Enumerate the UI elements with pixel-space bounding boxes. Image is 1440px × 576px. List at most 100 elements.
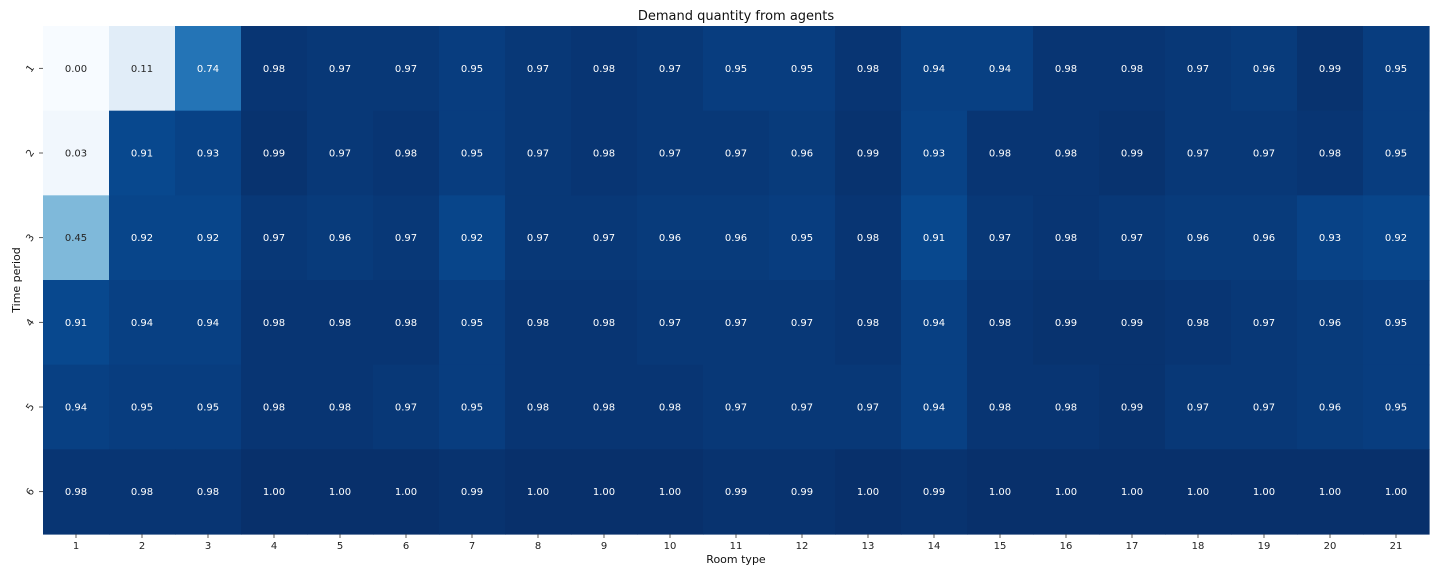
x-tick-label-7: 7: [469, 541, 475, 552]
x-tick-label-4: 4: [271, 541, 277, 552]
cell-value-label-r4-c5: 0.98: [329, 318, 351, 329]
heatmap-cell-r6-c15: [967, 449, 1034, 535]
cell-value-label-r6-c13: 1.00: [857, 487, 879, 498]
heatmap-cell-r6-c20: [1297, 449, 1364, 535]
heatmap-cell-r4-c12: [769, 280, 836, 366]
heatmap-cell-r2-c9: [571, 110, 638, 196]
cell-value-label-r3-c19: 0.96: [1253, 233, 1275, 244]
cell-value-label-r4-c21: 0.95: [1385, 318, 1407, 329]
heatmap-cell-r4-c17: [1099, 280, 1166, 366]
cell-value-label-r5-c17: 0.99: [1121, 403, 1143, 414]
cell-value-label-r5-c1: 0.94: [65, 403, 87, 414]
heatmap-cell-r4-c13: [835, 280, 902, 366]
cell-value-label-r4-c13: 0.98: [857, 318, 879, 329]
heatmap-cell-r6-c7: [439, 449, 506, 535]
heatmap-cell-r6-c6: [373, 449, 440, 535]
cell-value-label-r3-c7: 0.92: [461, 233, 483, 244]
heatmap-cell-r4-c4: [241, 280, 308, 366]
heatmap-cell-r1-c5: [307, 26, 374, 112]
heatmap-cell-r4-c8: [505, 280, 572, 366]
heatmap-cell-r3-c12: [769, 195, 836, 281]
cell-value-label-r3-c16: 0.98: [1055, 233, 1077, 244]
cell-value-label-r2-c9: 0.98: [593, 149, 615, 160]
cell-value-label-r2-c7: 0.95: [461, 149, 483, 160]
cell-value-label-r5-c4: 0.98: [263, 403, 285, 414]
heatmap-cell-r5-c14: [901, 364, 968, 450]
heatmap-cell-r4-c7: [439, 280, 506, 366]
x-tick-label-6: 6: [403, 541, 409, 552]
cell-value-label-r3-c14: 0.91: [923, 233, 945, 244]
cell-value-label-r3-c20: 0.93: [1319, 233, 1341, 244]
cell-value-label-r1-c6: 0.97: [395, 64, 417, 75]
heatmap-cell-r5-c1: [43, 364, 110, 450]
y-tick-label-4: 4: [24, 317, 37, 329]
heatmap-cell-r3-c13: [835, 195, 902, 281]
cell-value-label-r4-c3: 0.94: [197, 318, 219, 329]
heatmap-cell-r1-c19: [1231, 26, 1298, 112]
cell-value-label-r4-c7: 0.95: [461, 318, 483, 329]
heatmap-cell-r5-c4: [241, 364, 308, 450]
cell-value-label-r4-c9: 0.98: [593, 318, 615, 329]
cell-value-label-r2-c18: 0.97: [1187, 149, 1209, 160]
cell-value-label-r6-c7: 0.99: [461, 487, 483, 498]
x-axis-label: Room type: [706, 553, 766, 566]
cell-value-label-r4-c11: 0.97: [725, 318, 747, 329]
heatmap-cell-r3-c2: [109, 195, 176, 281]
heatmap-cell-r4-c21: [1363, 280, 1430, 366]
x-tick-label-12: 12: [796, 541, 809, 552]
heatmap-cell-r1-c4: [241, 26, 308, 112]
heatmap-cell-r4-c11: [703, 280, 770, 366]
heatmap-cell-r1-c2: [109, 26, 176, 112]
heatmap-cell-r3-c5: [307, 195, 374, 281]
heatmap-cell-r3-c9: [571, 195, 638, 281]
cell-value-label-r2-c13: 0.99: [857, 149, 879, 160]
cell-value-label-r6-c20: 1.00: [1319, 487, 1341, 498]
cell-value-label-r5-c12: 0.97: [791, 403, 813, 414]
heatmap-cell-r5-c3: [175, 364, 242, 450]
x-tick-label-19: 19: [1258, 541, 1271, 552]
cell-value-label-r2-c4: 0.99: [263, 149, 285, 160]
heatmap-cell-r2-c13: [835, 110, 902, 196]
cell-value-label-r6-c1: 0.98: [65, 487, 87, 498]
heatmap-cell-r2-c5: [307, 110, 374, 196]
cell-value-label-r2-c8: 0.97: [527, 149, 549, 160]
cell-value-label-r1-c1: 0.00: [65, 64, 87, 75]
heatmap-cell-r4-c14: [901, 280, 968, 366]
heatmap-cell-r6-c1: [43, 449, 110, 535]
heatmap-cell-r4-c1: [43, 280, 110, 366]
heatmap-cell-r5-c19: [1231, 364, 1298, 450]
heatmap-cell-r5-c5: [307, 364, 374, 450]
heatmap-cell-r6-c17: [1099, 449, 1166, 535]
heatmap-cell-r1-c8: [505, 26, 572, 112]
cell-value-label-r6-c10: 1.00: [659, 487, 681, 498]
heatmap-cell-r2-c20: [1297, 110, 1364, 196]
cell-value-label-r5-c19: 0.97: [1253, 403, 1275, 414]
cell-value-label-r1-c9: 0.98: [593, 64, 615, 75]
cell-value-label-r4-c6: 0.98: [395, 318, 417, 329]
cell-value-label-r3-c11: 0.96: [725, 233, 747, 244]
cell-value-label-r1-c8: 0.97: [527, 64, 549, 75]
y-tick-label-5: 5: [24, 402, 37, 414]
heatmap-cell-r5-c7: [439, 364, 506, 450]
cell-value-label-r3-c6: 0.97: [395, 233, 417, 244]
heatmap-cell-r2-c17: [1099, 110, 1166, 196]
x-tick-label-9: 9: [601, 541, 607, 552]
heatmap-cell-r5-c12: [769, 364, 836, 450]
y-tick-label-3: 3: [24, 232, 37, 244]
heatmap-cell-r2-c8: [505, 110, 572, 196]
heatmap-cell-r6-c3: [175, 449, 242, 535]
cell-value-label-r4-c19: 0.97: [1253, 318, 1275, 329]
cell-value-label-r5-c10: 0.98: [659, 403, 681, 414]
cell-value-label-r6-c3: 0.98: [197, 487, 219, 498]
heatmap-cell-r2-c11: [703, 110, 770, 196]
heatmap-cell-r2-c7: [439, 110, 506, 196]
heatmap-cell-r6-c2: [109, 449, 176, 535]
cell-value-label-r4-c2: 0.94: [131, 318, 153, 329]
cell-value-label-r6-c11: 0.99: [725, 487, 747, 498]
heatmap-cell-r4-c15: [967, 280, 1034, 366]
heatmap-cell-r1-c6: [373, 26, 440, 112]
heatmap-cell-r5-c15: [967, 364, 1034, 450]
heatmap-cell-r4-c18: [1165, 280, 1232, 366]
cell-value-label-r4-c8: 0.98: [527, 318, 549, 329]
